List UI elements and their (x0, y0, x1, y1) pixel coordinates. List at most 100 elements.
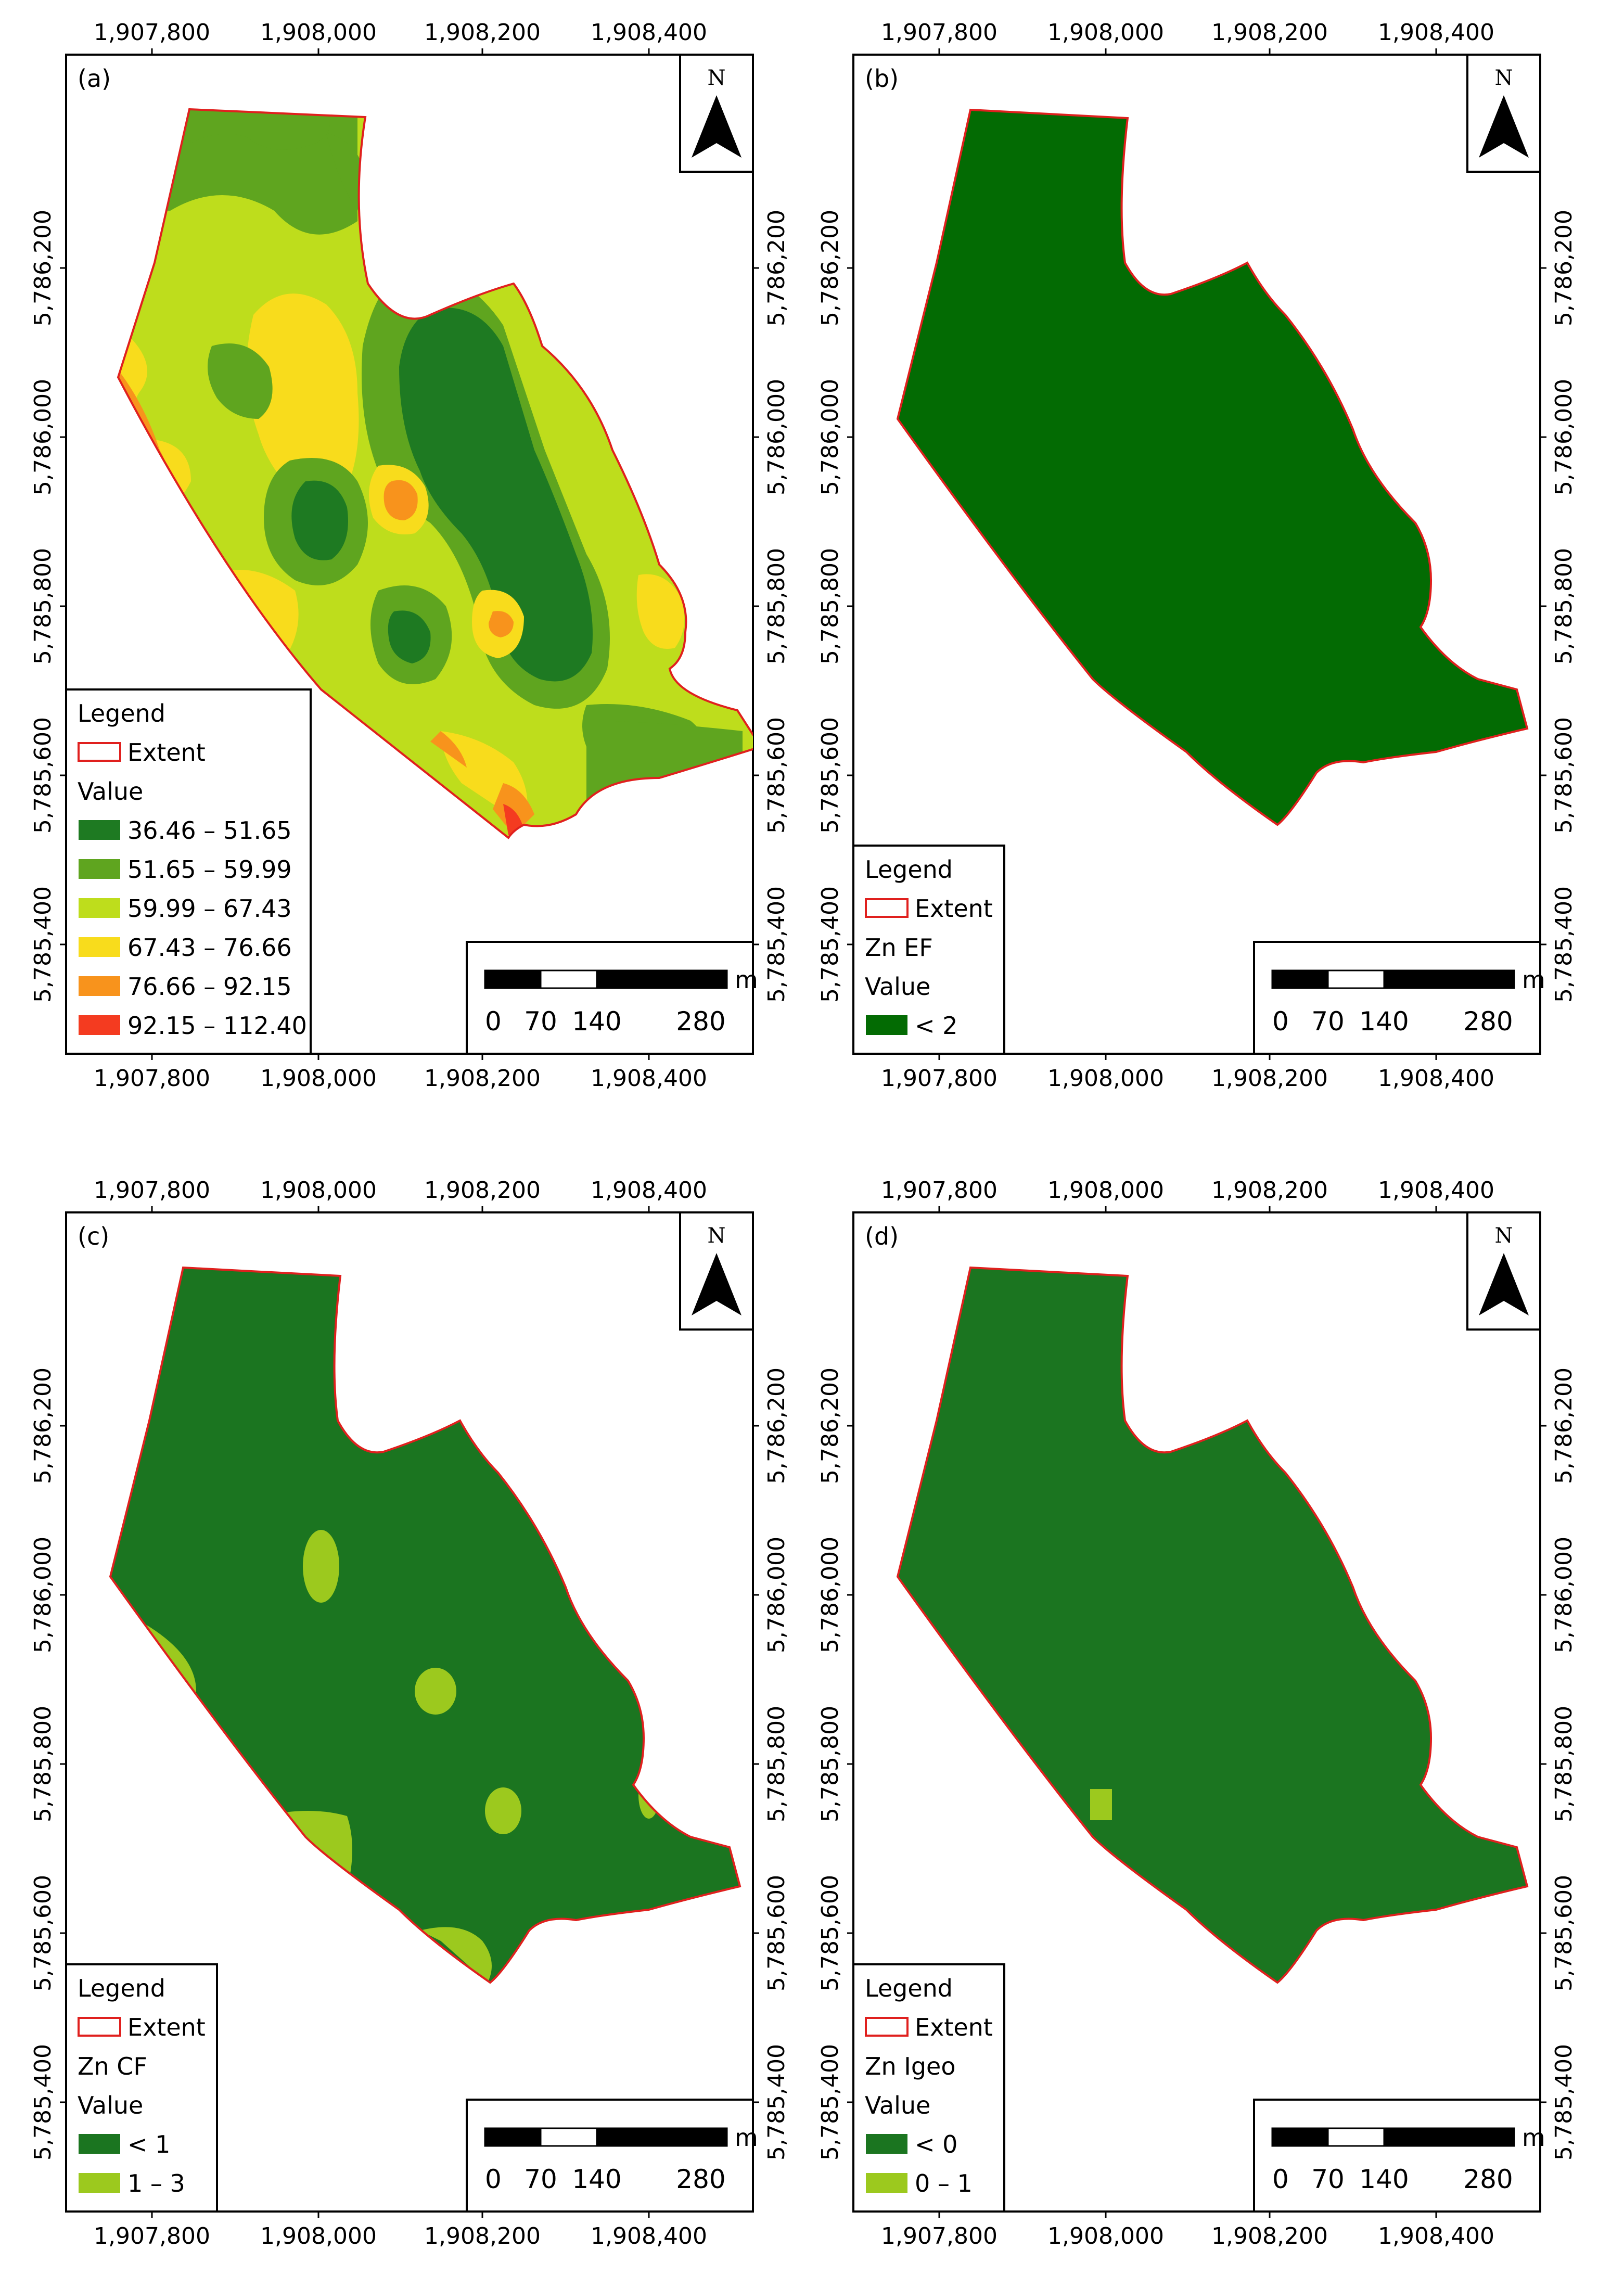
scale-label: 70 (1311, 1006, 1345, 1037)
legend-layer-name: Zn CF (78, 2052, 147, 2080)
scale-unit: m (735, 966, 758, 994)
panel-a-zn-concentration: (a) N 1,907,800 1,907,800 1,908,000 1,908,000… (30, 19, 790, 1092)
legend-class-label: 51.65 – 59.99 (127, 855, 292, 884)
legend-title: Legend (78, 699, 165, 727)
y-tick-label-left: 5,785,800 (30, 548, 56, 664)
y-tick-label-left: 5,785,400 (30, 2044, 56, 2161)
scale-bar: m 0 70 140 280 (466, 2099, 758, 2213)
legend-value-label: Value (865, 2091, 930, 2119)
scale-label: 70 (524, 1006, 557, 1037)
legend-class-swatch (79, 1015, 120, 1035)
scale-bar-segment (596, 969, 728, 989)
y-tick-label-right: 5,786,200 (1551, 210, 1577, 326)
x-tick-label-top: 1,908,000 (1047, 1177, 1164, 1204)
legend-value-label: Value (865, 973, 930, 1001)
y-tick-label-left: 5,785,400 (30, 886, 56, 1003)
legend-extent-swatch (78, 742, 121, 762)
y-tick-label-left: 5,786,200 (817, 1367, 843, 1484)
scale-label: 0 (485, 1006, 502, 1037)
y-tick-label-right: 5,785,800 (1551, 1706, 1577, 1822)
x-tick-label-bottom: 1,908,000 (260, 2223, 377, 2249)
scale-unit: m (1522, 2124, 1545, 2152)
y-tick-label-right: 5,786,000 (763, 379, 790, 495)
legend-class-label: 36.46 – 51.65 (127, 816, 292, 845)
legend-class-swatch (79, 937, 120, 957)
legend-class-label: 1 – 3 (127, 2169, 185, 2197)
legend: Legend Extent Value 36.46 – 51.65 51.65 – 59… (65, 688, 312, 1055)
panel-c-zn-cf: (c) N 1,907,800 1,907,800 1,908,000 1,908,000… (30, 1177, 790, 2249)
scale-bar-segment (540, 969, 598, 989)
panel-tag: (d) (865, 1222, 899, 1250)
x-tick-label-bottom: 1,908,000 (1047, 1065, 1164, 1092)
x-tick-label-top: 1,907,800 (94, 1177, 210, 1204)
y-tick-label-right: 5,786,200 (1551, 1367, 1577, 1484)
scale-bar-segment (1327, 969, 1385, 989)
x-tick-label-bottom: 1,908,200 (424, 1065, 541, 1092)
legend-class-swatch (866, 2173, 907, 2193)
scale-bar: m 0 70 140 280 (1253, 2099, 1545, 2213)
y-tick-label-right: 5,785,800 (763, 1706, 790, 1822)
legend-class-label: 0 – 1 (915, 2169, 973, 2197)
legend-class-swatch (79, 859, 120, 879)
x-tick-label-bottom: 1,908,400 (1378, 1065, 1494, 1092)
y-tick-label-left: 5,785,800 (817, 1706, 843, 1822)
legend-class-label: < 1 (127, 2130, 170, 2158)
north-label: N (1495, 1224, 1513, 1248)
x-tick-label-bottom: 1,908,000 (260, 1065, 377, 1092)
legend-class-swatch (866, 1015, 907, 1035)
legend-value-label: Value (78, 2091, 143, 2119)
extent-outline (109, 1266, 741, 1984)
legend-class-label: 76.66 – 92.15 (127, 973, 292, 1001)
x-tick-label-bottom: 1,908,000 (1047, 2223, 1164, 2249)
legend-title: Legend (865, 1974, 953, 2002)
x-tick-label-bottom: 1,907,800 (881, 2223, 998, 2249)
scale-bar-segment (540, 2127, 598, 2147)
legend-class-label: 67.43 – 76.66 (127, 934, 292, 962)
scale-bar-segment (1271, 2127, 1329, 2147)
scale-label: 280 (1463, 2164, 1513, 2194)
legend-box (852, 1963, 1005, 2213)
y-tick-label-right: 5,785,600 (763, 1875, 790, 1991)
y-tick-label-left: 5,785,400 (817, 2044, 843, 2161)
scale-label: 140 (1359, 2164, 1409, 2194)
legend-extent-swatch (865, 2017, 909, 2037)
y-tick-label-left: 5,786,000 (817, 1537, 843, 1653)
extent-outline (896, 1266, 1529, 1984)
legend-box (65, 1963, 218, 2213)
y-tick-label-left: 5,786,200 (817, 210, 843, 326)
scale-label: 140 (1359, 1006, 1409, 1037)
panel-tag: (a) (78, 65, 111, 93)
x-tick-label-top: 1,908,000 (260, 19, 377, 46)
cf-class-patch (485, 1787, 521, 1834)
y-tick-label-right: 5,785,400 (1551, 886, 1577, 1003)
scale-label: 280 (1463, 1006, 1513, 1037)
scale-unit: m (735, 2124, 758, 2152)
legend-title: Legend (78, 1974, 165, 2002)
y-tick-label-right: 5,785,400 (1551, 2044, 1577, 2161)
igeo-class-patch (1090, 1789, 1112, 1820)
scale-label: 140 (572, 2164, 621, 2194)
panel-tag: (c) (78, 1222, 109, 1250)
panel-tag: (b) (865, 65, 899, 93)
legend-class-swatch (866, 2134, 907, 2154)
y-tick-label-left: 5,785,600 (817, 1875, 843, 1991)
legend-layer-name: Zn Igeo (865, 2052, 956, 2080)
north-arrow-icon: N (679, 1211, 754, 1331)
legend-extent-swatch (865, 898, 909, 918)
y-tick-label-left: 5,786,200 (30, 1367, 56, 1484)
y-tick-label-right: 5,785,600 (1551, 1875, 1577, 1991)
scale-label: 0 (1272, 2164, 1289, 2194)
north-label: N (708, 66, 726, 90)
y-tick-label-left: 5,786,000 (817, 379, 843, 495)
scale-bar: m 0 70 140 280 (466, 941, 758, 1055)
y-tick-label-left: 5,785,800 (30, 1706, 56, 1822)
scale-bar-segment (596, 2127, 728, 2147)
y-tick-label-right: 5,785,800 (1551, 548, 1577, 664)
y-tick-label-right: 5,786,000 (763, 1537, 790, 1653)
scale-label: 70 (524, 2164, 557, 2194)
scale-bar: m 0 70 140 280 (1253, 941, 1545, 1055)
x-tick-label-bottom: 1,908,200 (1211, 1065, 1328, 1092)
legend: Legend Extent Zn Igeo Value < 0 0 – 1 (852, 1963, 1005, 2213)
x-tick-label-top: 1,908,200 (424, 1177, 541, 1204)
